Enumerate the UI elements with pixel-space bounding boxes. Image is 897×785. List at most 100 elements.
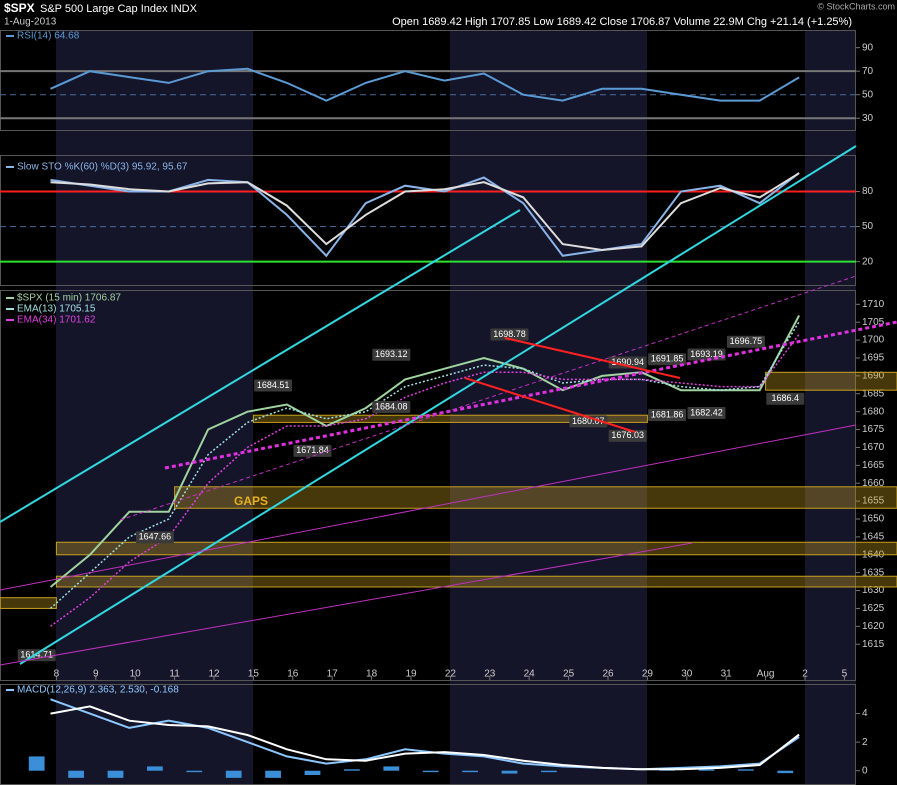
x-tick-label: 23 <box>484 669 496 680</box>
y-tick-label: 1685 <box>862 388 885 399</box>
annotation-box <box>372 401 411 414</box>
annotation-box <box>254 379 293 392</box>
histogram-bar <box>68 770 84 778</box>
trendline <box>164 320 897 470</box>
y-tick-label: 1690 <box>862 371 885 382</box>
annotation-label: 1682.42 <box>690 407 723 417</box>
x-tick-label: 2 <box>802 669 808 680</box>
histogram-bar <box>698 769 715 771</box>
series-line <box>50 67 800 102</box>
histogram-bar <box>738 769 754 771</box>
histogram-bar <box>186 770 203 773</box>
gap-zone <box>174 486 897 509</box>
y-tick-label: 30 <box>862 113 874 124</box>
annotation-box <box>648 408 687 421</box>
histogram-bar <box>344 769 360 771</box>
panel-frames <box>0 30 856 785</box>
y-tick-label: 0 <box>862 765 868 776</box>
x-tick-label: 24 <box>524 669 536 680</box>
trendline <box>464 377 636 433</box>
y-tick-label: 50 <box>862 221 874 232</box>
panel-frame <box>0 30 856 131</box>
security-name: S&P 500 Large Cap Index INDX <box>40 3 198 15</box>
y-tick-label: 1630 <box>862 585 885 596</box>
histogram-bar <box>225 770 242 778</box>
annotation-box <box>726 335 765 348</box>
panel-frame <box>0 155 856 286</box>
histogram-bar <box>265 770 281 778</box>
trendline <box>0 424 857 591</box>
annotation-box <box>372 348 411 361</box>
annotation-label: 1691.85 <box>651 354 684 364</box>
x-tick-label: 29 <box>642 669 654 680</box>
x-tick-label: 26 <box>602 669 614 680</box>
annotation-box <box>569 415 608 428</box>
annotation-box <box>490 328 529 341</box>
date: 1-Aug-2013 <box>4 17 57 28</box>
y-tick-label: 1670 <box>862 442 885 453</box>
annotation-label: 1676.03 <box>611 430 644 440</box>
gap-label: GAPS <box>234 494 268 508</box>
x-tick-label: 19 <box>405 669 417 680</box>
y-tick-label: 80 <box>862 186 874 197</box>
y-tick-label: 1650 <box>862 514 885 525</box>
gap-zone <box>765 371 897 391</box>
x-tick-label: 11 <box>169 669 180 680</box>
y-tick-label: 1635 <box>862 567 885 578</box>
x-tick-label: 22 <box>445 669 457 680</box>
x-tick-label: 16 <box>287 669 299 680</box>
y-tick-label: 1705 <box>862 317 885 328</box>
x-tick-label: Aug <box>757 669 775 680</box>
annotation-label: 1693.19 <box>690 349 723 359</box>
annotation-label: 1690.94 <box>611 357 644 367</box>
legend-label: Slow STO %K(60) %D(3) 95.92, 95.67 <box>17 162 188 173</box>
trendline <box>0 542 693 666</box>
x-tick-label: 31 <box>721 669 733 680</box>
trendline <box>504 337 681 379</box>
annotation-label: 1681.86 <box>651 409 684 419</box>
trendline <box>119 275 857 521</box>
histogram-bar <box>541 770 557 773</box>
series-line <box>49 315 800 588</box>
x-tick-label: 9 <box>93 669 99 680</box>
y-tick-label: 1680 <box>862 406 885 417</box>
y-tick-label: 1625 <box>862 603 885 614</box>
y-tick-label: 70 <box>862 66 874 77</box>
annotation-box <box>608 356 647 369</box>
annotation-label: 1647.66 <box>139 532 172 542</box>
legend-label: RSI(14) 64.68 <box>17 31 80 42</box>
annotation-box <box>766 392 805 405</box>
y-tick-label: 1655 <box>862 496 885 507</box>
x-tick-label: 18 <box>366 669 378 680</box>
gap-zone <box>252 414 648 423</box>
x-tick-label: 8 <box>54 669 60 680</box>
trendline <box>0 209 521 523</box>
y-tick-label: 1660 <box>862 478 885 489</box>
series-line <box>50 172 800 252</box>
y-tick-label: 2 <box>862 737 868 748</box>
histogram-bar <box>147 766 163 771</box>
y-tick-label: 4 <box>862 708 868 719</box>
y-tick-label: 20 <box>862 256 874 267</box>
annotation-label: 1696.75 <box>730 336 763 346</box>
annotation-label: 1693.12 <box>375 349 408 359</box>
annotation-label: 1671.84 <box>296 445 329 455</box>
annotation-label: 1684.08 <box>375 401 408 411</box>
legend-label: EMA(34) 1701.62 <box>17 315 96 326</box>
annotation-box <box>293 444 332 457</box>
histogram-bar <box>107 770 124 778</box>
annotation-box <box>135 531 174 544</box>
histogram-bar <box>304 770 321 775</box>
histogram-bar <box>501 770 518 774</box>
x-tick-label: 17 <box>327 669 339 680</box>
y-tick-label: 1710 <box>862 299 885 310</box>
gap-zone <box>55 575 897 588</box>
annotation-box <box>687 406 726 419</box>
y-tick-label: 1645 <box>862 532 885 543</box>
x-tick-label: 25 <box>563 669 575 680</box>
trendline <box>19 145 857 665</box>
histogram-bar <box>462 770 478 773</box>
plot: 8 9 10 11 12 15 16 17 18 19 22 23 24 25 26 29 30 31 Aug 2 53… <box>0 31 897 778</box>
copyright: © StockCharts.com <box>817 1 895 11</box>
